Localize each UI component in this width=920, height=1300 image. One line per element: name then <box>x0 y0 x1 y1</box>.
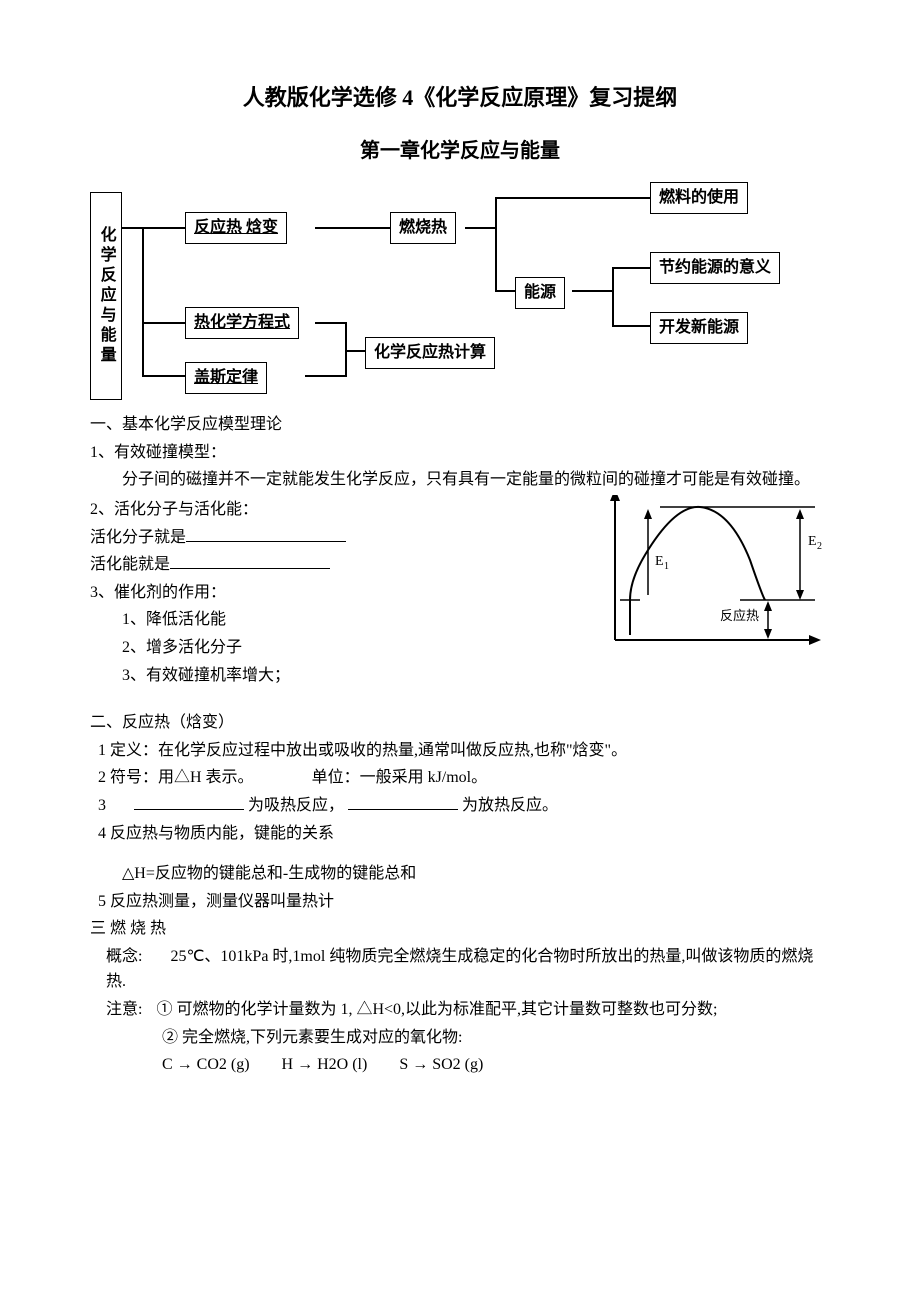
e2-label: E <box>808 534 817 549</box>
sec2-p3b: 为吸热反应， <box>248 797 344 814</box>
sec3-p2d: C → CO2 (g) H → H2O (l) S → SO2 (g) <box>90 1052 830 1078</box>
sec2-p4b: △H=反应物的键能总和-生成物的键能总和 <box>90 861 830 887</box>
svg-text:2: 2 <box>817 541 822 552</box>
sec2-p5: 5 反应热测量，测量仪器叫量热计 <box>90 889 830 915</box>
sec3-p1: 概念: 25℃、101kPa 时,1mol 纯物质完全燃烧生成稳定的化合物时所放… <box>90 944 830 995</box>
sec2-p2a: 2 符号：用△H 表示。 <box>98 769 254 786</box>
sec1-p2b-text: 活化能就是 <box>90 556 170 573</box>
sec2-p4: 4 反应热与物质内能，键能的关系 <box>90 821 830 847</box>
sec3-head: 三 燃 烧 热 <box>90 916 830 942</box>
energy-diagram: E 1 E 2 反应热 <box>590 495 830 655</box>
fc-n4: 燃烧热 <box>390 212 456 244</box>
fc-n1: 反应热 焓变 <box>185 212 287 244</box>
sec2-head: 二、反应热（焓变） <box>90 710 830 736</box>
fc-root: 化学反应与能量 <box>90 192 122 400</box>
sec2-p1: 1 定义：在化学反应过程中放出或吸收的热量,通常叫做反应热,也称"焓变"。 <box>90 738 830 764</box>
sec3-p1a: 概念: <box>106 948 142 965</box>
fc-n9: 开发新能源 <box>650 312 748 344</box>
fc-n3: 盖斯定律 <box>185 362 267 394</box>
svg-text:1: 1 <box>664 561 669 572</box>
sec2-p3c: 为放热反应。 <box>462 797 558 814</box>
sec3-p1b: 25℃、101kPa 时,1mol 纯物质完全燃烧生成稳定的化合物时所放出的热量… <box>106 948 813 991</box>
sec2-p3: 3 为吸热反应， 为放热反应。 <box>90 793 830 819</box>
sec2-p2: 2 符号：用△H 表示。 单位：一般采用 kJ/mol。 <box>90 765 830 791</box>
concept-flowchart: 化学反应与能量 反应热 焓变 热化学方程式 盖斯定律 燃烧热 化学反应热计算 能… <box>90 182 830 402</box>
blank-1 <box>186 525 346 542</box>
e1-label: E <box>655 554 664 569</box>
sec1-p2a-text: 活化分子就是 <box>90 529 186 546</box>
sec3-p2a: 注意: <box>106 1001 142 1018</box>
blank-2 <box>170 552 330 569</box>
reaction-heat-label: 反应热 <box>720 608 759 623</box>
fc-n7: 燃料的使用 <box>650 182 748 214</box>
blank-3 <box>134 793 244 810</box>
fc-n3-text: 盖斯定律 <box>194 369 258 386</box>
sec3-p2b: ① 可燃物的化学计量数为 1, △H<0,以此为标准配平,其它计量数可整数也可分… <box>156 1001 717 1018</box>
sec3-p2: 注意: ① 可燃物的化学计量数为 1, △H<0,以此为标准配平,其它计量数可整… <box>90 997 830 1023</box>
fc-n2-text: 热化学方程式 <box>194 314 290 331</box>
fc-n1-text: 反应热 焓变 <box>194 219 278 236</box>
sec2-p3a: 3 <box>98 797 106 814</box>
fc-n2: 热化学方程式 <box>185 307 299 339</box>
fc-n5: 化学反应热计算 <box>365 337 495 369</box>
main-title: 人教版化学选修 4《化学反应原理》复习提纲 <box>90 80 830 115</box>
sec1-head: 一、基本化学反应模型理论 <box>90 412 830 438</box>
blank-4 <box>348 793 458 810</box>
fc-n8: 节约能源的意义 <box>650 252 780 284</box>
fc-n6: 能源 <box>515 277 565 309</box>
sec1-p3c: 3、有效碰撞机率增大； <box>90 663 830 689</box>
sec1-p1: 1、有效碰撞模型： <box>90 440 830 466</box>
sec2-p2b: 单位：一般采用 kJ/mol。 <box>312 769 488 786</box>
sec1-p1b: 分子间的磁撞并不一定就能发生化学反应，只有具有一定能量的微粒间的碰撞才可能是有效… <box>90 467 830 493</box>
sec3-p2c: ② 完全燃烧,下列元素要生成对应的氧化物: <box>90 1025 830 1051</box>
chapter-subtitle: 第一章化学反应与能量 <box>90 135 830 167</box>
